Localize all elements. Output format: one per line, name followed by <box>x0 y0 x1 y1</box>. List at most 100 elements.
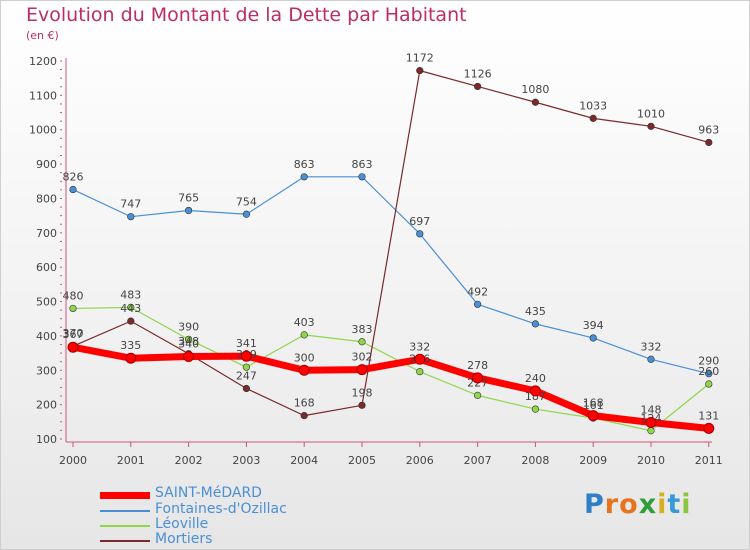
y-tick-label: 1100 <box>29 89 57 102</box>
data-label-0: 278 <box>467 359 488 372</box>
data-point-0 <box>240 350 252 362</box>
data-point-1 <box>358 173 366 181</box>
data-point-2 <box>242 363 250 371</box>
data-point-0 <box>472 372 484 384</box>
y-tick-label: 200 <box>36 399 57 412</box>
data-point-3 <box>531 98 540 106</box>
data-label-0: 300 <box>294 351 315 364</box>
data-point-0 <box>183 351 195 363</box>
data-point-1 <box>705 370 713 378</box>
data-point-0 <box>356 364 368 376</box>
data-label-0: 367 <box>63 328 84 341</box>
data-label-3: 1080 <box>521 83 549 96</box>
data-label-0: 131 <box>698 409 719 422</box>
data-point-1 <box>300 173 308 181</box>
x-tick-label: 2002 <box>175 454 203 467</box>
logo-letter: r <box>604 489 620 520</box>
data-label-3: 247 <box>236 369 257 382</box>
data-point-3 <box>416 67 424 75</box>
logo-letter: P <box>584 489 605 520</box>
data-point-2 <box>127 303 135 311</box>
data-label-0: 302 <box>352 351 373 364</box>
data-point-2 <box>647 427 655 435</box>
data-label-3: 963 <box>698 123 719 136</box>
data-label-2: 260 <box>698 365 719 378</box>
data-label-1: 754 <box>236 195 257 208</box>
data-label-1: 826 <box>63 171 84 184</box>
y-tick-label: 800 <box>36 192 57 205</box>
y-tick-label: 600 <box>36 261 57 274</box>
logo-letter: t <box>667 489 682 520</box>
data-point-3 <box>705 138 713 147</box>
data-point-2 <box>474 391 482 399</box>
chart-subtitle: (en €) <box>26 29 59 42</box>
y-tick-label: 900 <box>36 158 57 171</box>
data-label-2: 483 <box>120 288 141 301</box>
chart-title: Evolution du Montant de la Dette par Hab… <box>26 4 467 26</box>
data-point-1 <box>647 355 655 363</box>
y-tick-label: 1200 <box>29 55 57 68</box>
data-label-3: 348 <box>178 335 199 348</box>
data-label-1: 863 <box>352 158 373 171</box>
data-point-0 <box>529 385 541 397</box>
y-tick-label: 700 <box>36 227 57 240</box>
data-point-3 <box>474 82 482 91</box>
legend-label-mortiers: Mortiers <box>155 531 213 547</box>
x-tick-label: 2001 <box>117 454 145 467</box>
data-point-0 <box>414 353 426 365</box>
data-point-1 <box>69 185 77 194</box>
data-point-2 <box>185 335 193 343</box>
logo-letter: o <box>619 489 639 520</box>
data-point-2 <box>705 380 713 388</box>
x-tick-label: 2010 <box>637 454 665 467</box>
data-point-2 <box>416 368 424 376</box>
legend-label-leoville: Léoville <box>155 516 209 532</box>
x-tick-label: 2006 <box>406 454 434 467</box>
x-tick-label: 2008 <box>521 454 549 467</box>
data-point-0 <box>125 352 137 364</box>
data-label-1: 492 <box>467 285 488 298</box>
data-label-1: 747 <box>120 198 141 211</box>
x-tick-label: 2005 <box>348 454 376 467</box>
data-label-1: 863 <box>294 158 315 171</box>
x-tick-label: 2000 <box>59 454 87 467</box>
data-label-0: 340 <box>178 338 199 351</box>
data-point-3 <box>127 317 135 325</box>
data-label-2: 187 <box>525 390 546 403</box>
data-label-0: 148 <box>641 404 662 417</box>
data-label-0: 341 <box>236 337 257 350</box>
x-tick-label: 2003 <box>232 454 260 467</box>
series-line-1 <box>72 176 710 375</box>
data-point-3 <box>647 122 655 130</box>
data-label-2: 390 <box>178 320 199 333</box>
data-label-1: 332 <box>641 340 662 353</box>
data-point-0 <box>298 364 310 376</box>
legend-swatch-saint-medard <box>100 492 150 499</box>
data-point-1 <box>416 230 424 238</box>
data-point-0 <box>587 410 599 422</box>
data-label-0: 332 <box>409 340 430 353</box>
y-tick-label: 500 <box>36 296 57 309</box>
data-label-0: 168 <box>583 397 604 410</box>
legend-swatch-mortiers <box>100 540 150 542</box>
data-label-3: 1033 <box>579 99 607 112</box>
x-tick-label: 2004 <box>290 454 318 467</box>
data-label-1: 290 <box>698 355 719 368</box>
legend-label-fontaines: Fontaines-d'Ozillac <box>155 501 287 517</box>
data-label-0: 240 <box>525 372 546 385</box>
logo-letter: i <box>681 489 692 520</box>
proxiti-logo: Proxiti <box>584 489 692 520</box>
data-point-2 <box>300 331 308 339</box>
data-point-1 <box>474 300 482 308</box>
data-point-3 <box>300 412 308 420</box>
data-label-0: 335 <box>120 339 141 352</box>
data-label-3: 1010 <box>637 107 665 120</box>
data-point-1 <box>589 334 597 342</box>
legend-swatch-fontaines <box>100 510 150 512</box>
y-tick-label: 100 <box>36 433 57 446</box>
series-line-0 <box>69 343 713 432</box>
data-point-1 <box>531 320 540 328</box>
data-point-3 <box>358 401 366 409</box>
